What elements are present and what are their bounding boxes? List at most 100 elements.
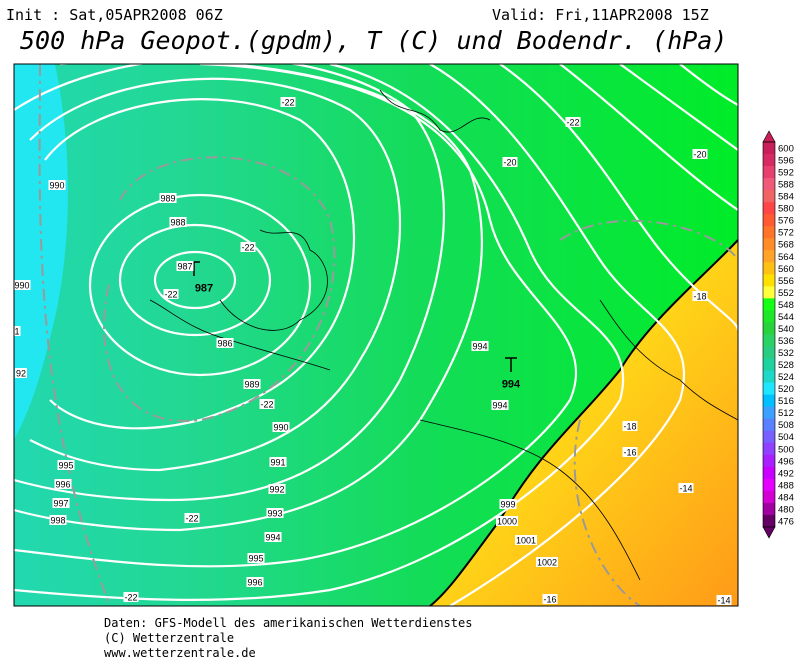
label-bg	[54, 479, 72, 489]
contour-label: 990	[49, 181, 64, 191]
contour-label: 988	[170, 218, 185, 228]
legend-label: 504	[778, 432, 794, 443]
contour-label: 999	[500, 500, 515, 510]
contour-label: -22	[124, 593, 137, 603]
legend-label: 520	[778, 384, 794, 395]
legend-label: 552	[778, 288, 794, 299]
label-bg	[57, 460, 75, 470]
label-bg	[491, 400, 509, 410]
legend-swatch	[763, 370, 775, 384]
footer-source: Daten: GFS-Modell des amerikanischen Wet…	[104, 616, 473, 630]
legend-swatch	[763, 406, 775, 420]
map-title: 500 hPa Geopot.(gpdm), T (C) und Bodendr…	[20, 26, 728, 55]
legend-frame	[762, 141, 776, 528]
label-bg	[247, 553, 265, 563]
contour-label: 994	[492, 401, 507, 411]
label-bg	[266, 508, 284, 518]
legend-swatch	[763, 322, 775, 335]
label-bg	[52, 498, 70, 508]
legend-swatch	[763, 382, 775, 396]
contour-label: 995	[58, 461, 73, 471]
label-bg	[535, 557, 559, 567]
contour-label: 996	[247, 578, 262, 588]
contour-label: 997	[53, 499, 68, 509]
legend-label: 600	[778, 144, 794, 155]
contour-label: -22	[260, 400, 273, 410]
legend-label: 544	[778, 312, 794, 323]
contour-label: 994	[265, 533, 280, 543]
legend-label: 496	[778, 456, 794, 467]
legend-swatch	[763, 334, 775, 347]
contour-label: 1000	[497, 517, 517, 527]
footer-url: www.wetterzentrale.de	[104, 646, 256, 660]
legend-cap-top	[762, 130, 776, 143]
legend-swatch	[763, 274, 775, 287]
contour-label: -22	[164, 290, 177, 300]
label-bg	[14, 280, 31, 290]
legend-label: 588	[778, 180, 794, 191]
label-bg	[471, 341, 489, 351]
legend-label: 476	[778, 516, 794, 527]
legend-swatch	[763, 454, 775, 468]
legend-swatch	[763, 394, 775, 408]
legend-swatch	[763, 286, 775, 299]
legend-swatch	[763, 358, 775, 372]
contour-label: -22	[241, 243, 254, 253]
legend-label: 528	[778, 360, 794, 371]
contour-label: -18	[693, 292, 706, 302]
contour-label: 995	[248, 554, 263, 564]
legend-swatch	[763, 226, 775, 239]
label-bg	[499, 499, 517, 509]
legend-swatch	[763, 418, 775, 432]
legend-label: 508	[778, 420, 794, 431]
legend-swatch	[763, 190, 775, 203]
init-time: Init : Sat,05APR2008 06Z	[6, 6, 223, 24]
contour-label: -14	[717, 596, 730, 606]
legend-label: 576	[778, 216, 794, 227]
legend-label: 512	[778, 408, 794, 419]
legend-label: 484	[778, 492, 794, 503]
map-area: 990989988987987-22-22-22986989-229909919…	[14, 64, 738, 606]
label-bg	[565, 117, 581, 127]
legend-swatch	[763, 202, 775, 215]
label-bg	[622, 421, 638, 431]
legend-swatch	[763, 141, 775, 155]
legend-label: 480	[778, 504, 794, 515]
legend-label: 580	[778, 204, 794, 215]
label-bg	[163, 289, 179, 299]
contour-label: 1001	[516, 536, 536, 546]
contour-label: 991	[270, 458, 285, 468]
label-bg	[268, 484, 286, 494]
label-bg	[495, 516, 519, 526]
legend-swatch	[763, 250, 775, 263]
contour-label: -20	[693, 150, 706, 160]
label-bg	[692, 291, 708, 301]
label-bg	[692, 149, 708, 159]
contour-label: 986	[217, 339, 232, 349]
legend-swatch	[763, 466, 775, 480]
label-bg	[264, 532, 282, 542]
legend-label: 584	[778, 192, 794, 203]
label-bg	[169, 217, 187, 227]
legend-swatch	[763, 166, 775, 179]
legend-label: 532	[778, 348, 794, 359]
legend-swatch	[763, 490, 775, 504]
legend-label: 564	[778, 252, 794, 263]
legend-swatch	[763, 214, 775, 227]
label-bg	[159, 193, 177, 203]
label-bg	[280, 97, 296, 107]
label-bg	[502, 157, 518, 167]
legend-label: 524	[778, 372, 794, 383]
legend-label: 536	[778, 336, 794, 347]
contour-label: 998	[50, 516, 65, 526]
label-bg	[48, 180, 66, 190]
contour-label: 996	[55, 480, 70, 490]
contour-label: 992	[269, 485, 284, 495]
contour-label: 994	[472, 342, 487, 352]
legend-swatch	[763, 514, 775, 528]
contour-label: -22	[566, 118, 579, 128]
contour-label: 1002	[537, 558, 557, 568]
legend-label: 488	[778, 480, 794, 491]
